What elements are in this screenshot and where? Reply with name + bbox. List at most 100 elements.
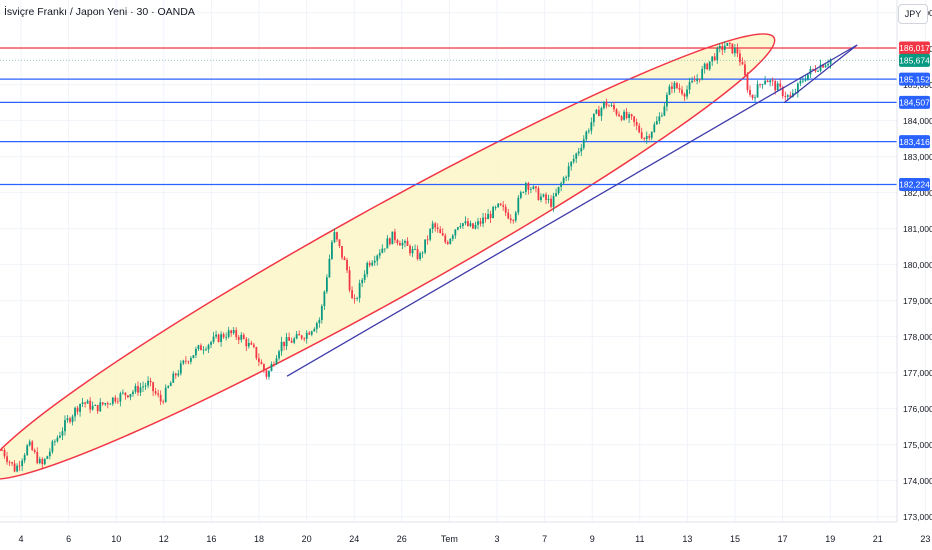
candle-body [293,338,296,343]
x-tick-label: 12 [159,534,169,544]
candle-body [368,263,371,266]
candle-body [718,46,721,49]
candle-body [381,248,384,253]
candle-body [446,242,449,244]
candle-body [48,451,51,457]
candle-body [461,223,464,227]
currency-button[interactable]: JPY [898,4,928,24]
candle-body [323,291,326,306]
symbol-title[interactable]: İsviçre Frankı / Japon Yeni · 30 · OANDA [4,6,195,18]
candle-body [101,402,104,405]
y-tick-label: 178,000 [903,332,932,342]
candle-body [283,341,285,347]
candle-body [278,351,280,359]
candle-body [179,363,182,374]
candle-body [388,238,391,245]
candle-body [728,42,731,44]
candle-body [290,340,293,343]
candle-body [761,84,764,85]
candle-body [396,240,399,244]
candle-body [628,114,631,119]
candle-body [796,83,799,93]
candle-body [81,402,84,404]
y-tick-label: 180,000 [903,260,932,270]
candle-body [736,47,739,54]
candle-body [3,450,6,457]
resistance-price-label-bg [899,41,930,55]
x-tick-label: 26 [397,534,407,544]
candle-body [247,342,250,347]
candle-body [79,403,81,412]
candle-body [801,80,804,82]
candle-body [320,305,323,320]
trend-lines[interactable] [286,44,858,377]
horizontal-levels[interactable] [0,47,897,186]
candle-body [545,194,547,200]
candle-body [535,186,537,189]
candle-body [235,330,238,338]
candle-body [688,82,691,90]
candle-body [164,387,167,402]
candle-body [366,263,369,275]
candle-body [608,105,610,107]
candle-body [177,373,180,376]
candle-body [139,387,142,393]
candle-body [454,229,457,236]
candle-body [444,235,447,243]
candle-body [436,227,439,230]
candle-body [769,80,772,83]
candle-body [635,122,638,126]
candle-body [162,401,165,403]
candle-body [550,198,552,207]
candle-body [723,45,726,50]
candle-body [477,221,479,225]
candle-body [676,82,678,88]
candle-body [671,86,673,89]
candle-body [111,397,114,404]
x-tick-label: 21 [873,534,883,544]
candle-body [409,245,411,254]
candle-body [28,441,31,446]
candle-body [789,95,792,97]
candle-body [363,274,366,280]
candle-body [744,64,746,76]
candle-body [38,459,41,464]
time-axis[interactable]: 4 6 10 12 16 18 20 24 26 Tem 3 7 9 11 13 15 17 19 21 23 [18,534,930,544]
candle-body [331,242,333,259]
candle-body [749,89,751,95]
candle-body [527,183,530,190]
candle-body [733,47,736,54]
candle-body [142,386,144,388]
candle-body [240,334,243,340]
candle-body [336,232,338,240]
candle-body [76,407,79,412]
x-tick-label: 18 [254,534,264,544]
candle-body [74,407,76,417]
candle-body [237,337,240,340]
ellipse-annotation [0,33,776,480]
candle-body [116,401,119,403]
candle-body [121,392,124,394]
uptrend-ellipse [0,33,776,480]
candle-body [708,61,711,70]
candle-body [325,277,328,292]
candle-body [819,64,822,72]
candle-body [784,96,787,97]
candle-body [605,101,608,106]
candle-body [565,176,568,178]
candle-body [673,82,676,89]
candle-body [310,331,313,335]
y-tick-label: 179,000 [903,296,932,306]
x-tick-label: 11 [635,534,644,544]
candle-body [555,193,557,197]
candle-body [739,53,741,63]
candle-body [13,463,16,472]
candle-body [653,124,656,132]
x-tick-label: 13 [682,534,692,544]
candle-body [799,80,802,84]
candle-body [167,386,170,388]
candle-body [779,83,782,87]
x-tick-label: 4 [18,534,23,544]
candle-body [187,361,190,363]
